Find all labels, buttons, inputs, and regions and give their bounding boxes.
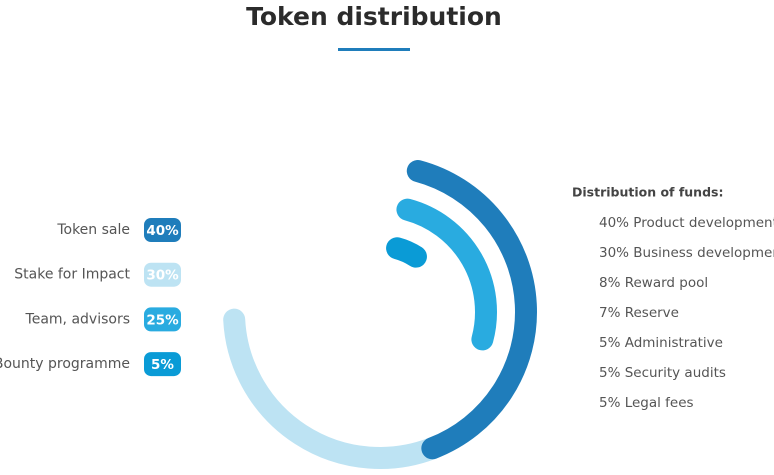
- value-label: 30%: [146, 268, 179, 284]
- fund-item: 7% Reserve: [599, 305, 679, 321]
- title-underline: [338, 48, 410, 51]
- fund-item: 40% Product development: [599, 215, 774, 231]
- category-label: Team, advisors: [25, 311, 130, 327]
- page-title: Token distribution: [246, 2, 502, 31]
- value-badge: [144, 218, 181, 242]
- category-label: Bounty programme: [0, 356, 130, 372]
- category-label: Token sale: [56, 222, 130, 238]
- category-label: Stake for Impact: [14, 267, 130, 283]
- value-badge: [144, 307, 181, 332]
- fund-item: 5% Legal fees: [599, 395, 694, 411]
- fund-item: 30% Business development: [599, 245, 774, 261]
- ring-segment: [396, 198, 497, 351]
- fund-item: 5% Security audits: [599, 365, 726, 381]
- value-label: 25%: [146, 312, 179, 328]
- value-label: 40%: [146, 223, 179, 239]
- value-label: 5%: [151, 357, 174, 373]
- ring-segment: [223, 308, 444, 469]
- value-badge: [144, 352, 181, 377]
- funds-title: Distribution of funds:: [572, 185, 723, 200]
- value-badge: [144, 262, 181, 287]
- fund-item: 8% Reward pool: [599, 275, 708, 291]
- fund-item: 5% Administrative: [599, 335, 723, 351]
- ring-segment: [406, 159, 537, 460]
- ring-segment: [386, 237, 427, 268]
